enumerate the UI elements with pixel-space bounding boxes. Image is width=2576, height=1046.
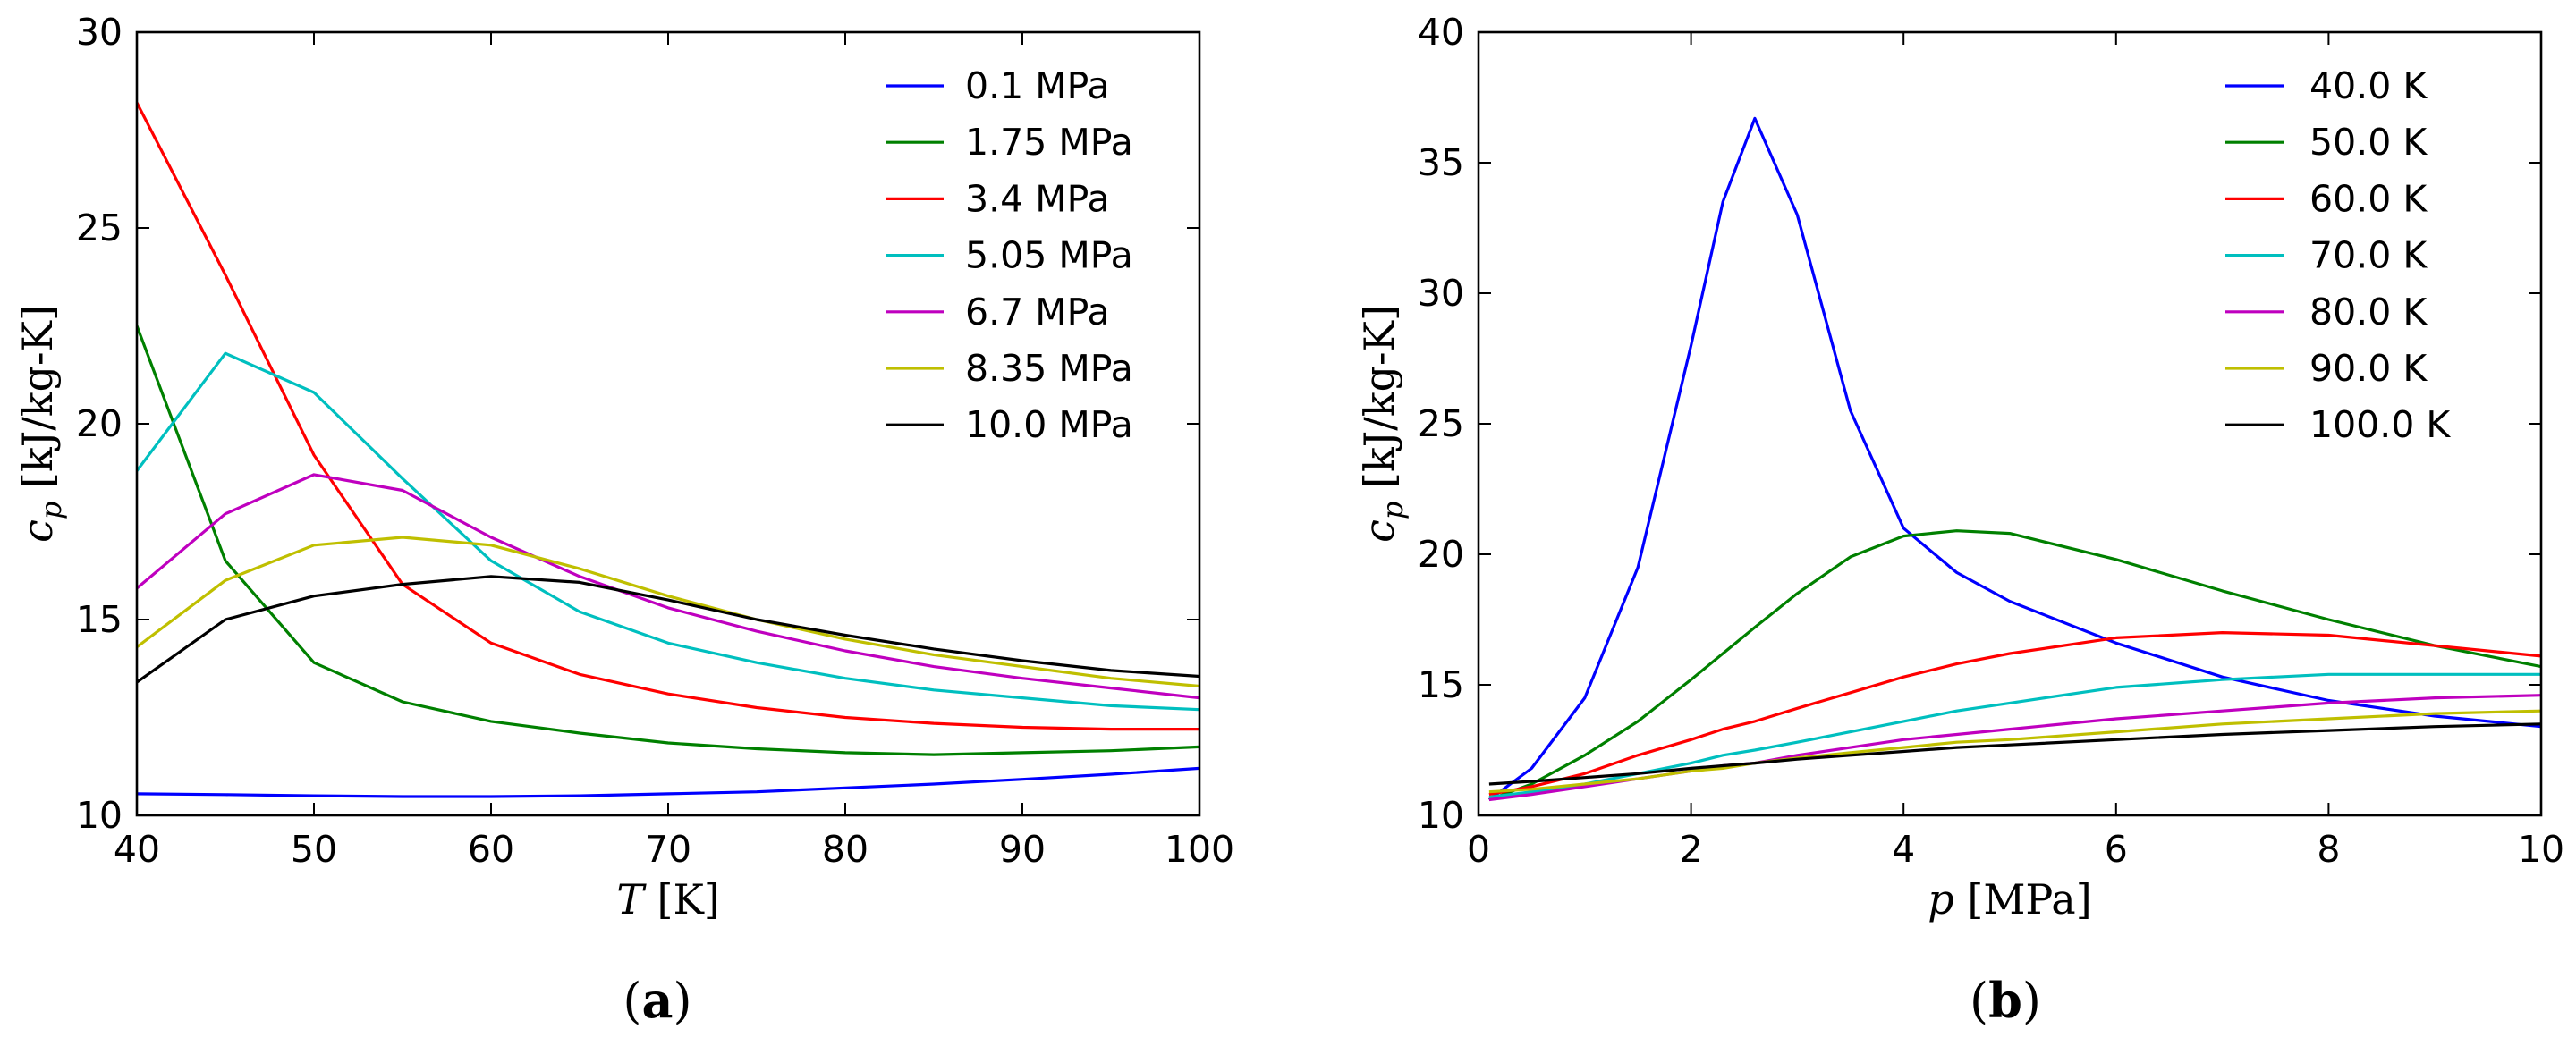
legend-label: 10.0 MPa bbox=[965, 403, 1133, 446]
series-line-40-0-k bbox=[1487, 116, 2541, 801]
y-tick-label: 10 bbox=[76, 794, 123, 837]
series-line-100-0-k bbox=[1488, 722, 2541, 786]
panel-a: 40 50 60 70 80 90 100 10 15 20 25 30 T [K] cp [kJ/kg-… bbox=[13, 11, 1234, 1029]
series-line-1-75-mpa bbox=[137, 325, 1199, 756]
legend-label: 40.0 K bbox=[2309, 64, 2428, 107]
y-tick-label: 25 bbox=[76, 207, 123, 249]
series-line-3-4-mpa bbox=[137, 102, 1199, 731]
x-tick-label: 6 bbox=[2105, 828, 2128, 871]
y-axis-unit: [kJ/kg-K] bbox=[13, 305, 62, 488]
series-line-80-0-k bbox=[1488, 694, 2541, 802]
y-axis-variable: c bbox=[1355, 519, 1403, 543]
x-axis-label: p [MPa] bbox=[1928, 875, 2091, 924]
x-axis-variable: p bbox=[1928, 875, 1953, 924]
x-axis-variable: T bbox=[616, 875, 647, 924]
legend-label: 0.1 MPa bbox=[965, 64, 1110, 107]
x-tick-label: 70 bbox=[645, 828, 691, 871]
legend-label: 60.0 K bbox=[2309, 177, 2428, 220]
y-tick-label: 10 bbox=[1418, 794, 1464, 837]
legend-label: 80.0 K bbox=[2309, 291, 2428, 333]
y-tick-label: 15 bbox=[76, 598, 123, 641]
legend-label: 50.0 K bbox=[2309, 121, 2428, 164]
x-tick-label: 100 bbox=[1165, 828, 1234, 871]
y-axis-variable: c bbox=[13, 519, 62, 543]
y-tick-label: 15 bbox=[1418, 663, 1464, 706]
y-tick-label: 30 bbox=[1418, 272, 1464, 315]
series-group bbox=[1487, 116, 2541, 802]
legend-label: 8.35 MPa bbox=[965, 347, 1133, 390]
y-tick-label: 20 bbox=[76, 402, 123, 445]
y-axis-subscript: p bbox=[1376, 502, 1410, 519]
x-tick-label: 90 bbox=[999, 828, 1046, 871]
series-line-5-05-mpa bbox=[137, 351, 1199, 712]
y-tick-label: 20 bbox=[1418, 533, 1464, 576]
legend-label: 100.0 K bbox=[2309, 403, 2451, 446]
x-tick-label: 0 bbox=[1467, 828, 1490, 871]
x-tick-label: 50 bbox=[291, 828, 337, 871]
series-line-60-0-k bbox=[1488, 631, 2541, 797]
x-axis-unit: [MPa] bbox=[1967, 875, 2091, 924]
series-line-10-0-mpa bbox=[137, 575, 1199, 684]
x-tick-label: 60 bbox=[468, 828, 514, 871]
x-axis-unit: [K] bbox=[657, 875, 720, 924]
series-group bbox=[137, 102, 1199, 798]
x-tick-label: 2 bbox=[1680, 828, 1703, 871]
x-tick-label: 40 bbox=[114, 828, 160, 871]
x-tick-label: 10 bbox=[2518, 828, 2564, 871]
y-tick-label: 35 bbox=[1418, 141, 1464, 184]
y-tick-label: 30 bbox=[76, 11, 123, 54]
y-tick-label: 25 bbox=[1418, 402, 1464, 445]
series-line-6-7-mpa bbox=[137, 473, 1199, 700]
series-line-90-0-k bbox=[1488, 709, 2541, 794]
legend-label: 3.4 MPa bbox=[965, 177, 1110, 220]
legend-label: 1.75 MPa bbox=[965, 121, 1133, 164]
y-axis-subscript: p bbox=[34, 502, 68, 519]
legend-label: 70.0 K bbox=[2309, 234, 2428, 277]
panel-caption-letter: a bbox=[642, 972, 674, 1029]
series-line-70-0-k bbox=[1488, 672, 2541, 799]
y-tick-label: 40 bbox=[1418, 11, 1464, 54]
x-tick-label: 80 bbox=[822, 828, 869, 871]
legend-label: 6.7 MPa bbox=[965, 291, 1110, 333]
series-line-8-35-mpa bbox=[137, 536, 1199, 688]
legend-label: 5.05 MPa bbox=[965, 234, 1133, 277]
y-axis-label: cp [kJ/kg-K] bbox=[1355, 305, 1410, 543]
legend: 0.1 MPa 1.75 MPa 3.4 MPa 5.05 MPa 6.7 MPa 8.3… bbox=[886, 64, 1133, 446]
x-axis-label: T [K] bbox=[616, 875, 720, 924]
series-line-0-1-mpa bbox=[137, 766, 1199, 798]
legend: 40.0 K 50.0 K 60.0 K 70.0 K 80.0 K 90.0 K 100.… bbox=[2225, 64, 2451, 446]
x-tick-label: 8 bbox=[2317, 828, 2340, 871]
x-tick-label: 4 bbox=[1892, 828, 1915, 871]
y-axis-unit: [kJ/kg-K] bbox=[1355, 305, 1403, 488]
panel-caption: (b) bbox=[1970, 972, 2041, 1029]
series-line-50-0-k bbox=[1488, 529, 2541, 802]
panel-caption: (a) bbox=[623, 972, 691, 1029]
y-axis-label: cp [kJ/kg-K] bbox=[13, 305, 68, 543]
panel-caption-letter: b bbox=[1988, 972, 2022, 1029]
legend-label: 90.0 K bbox=[2309, 347, 2428, 390]
